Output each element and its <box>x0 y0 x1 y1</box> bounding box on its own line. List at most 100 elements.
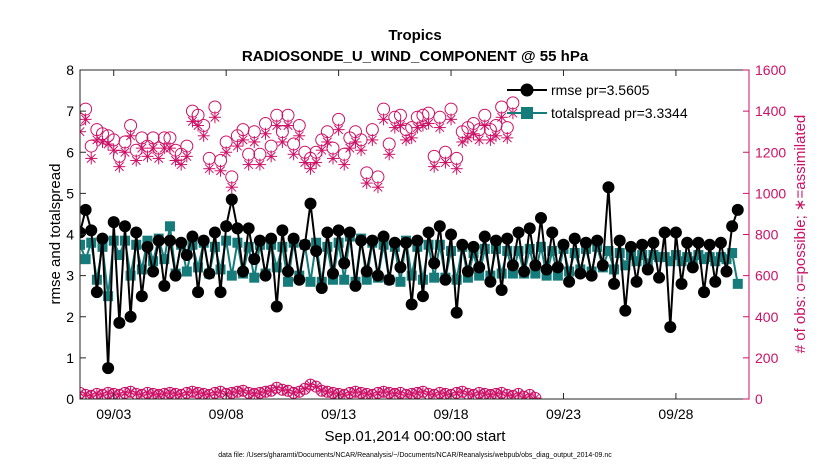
rmse-point <box>681 236 694 249</box>
rmse-point <box>248 253 261 266</box>
rmse-point <box>450 306 463 319</box>
obs-assimilated-point <box>276 135 289 148</box>
obs-assimilated-point <box>118 146 131 159</box>
totalspread-point <box>552 270 563 281</box>
totalspread-point <box>642 258 653 269</box>
obs-assimilated-point <box>197 129 210 142</box>
totalspread-point <box>243 241 254 252</box>
rmse-point <box>220 220 233 233</box>
rmse-point <box>512 226 525 239</box>
totalspread-point <box>479 243 490 254</box>
obs-assimilated-point <box>473 133 486 146</box>
obs-assimilated-low-point <box>473 387 485 399</box>
obs-assimilated-point <box>450 162 463 175</box>
obs-assimilated-low-point <box>119 387 131 399</box>
totalspread-point <box>648 250 659 261</box>
rmse-point <box>192 286 205 299</box>
y-left-tick-label: 5 <box>66 185 74 201</box>
totalspread-point <box>209 241 220 252</box>
y-left-tick-label: 8 <box>66 62 74 78</box>
rmse-point <box>338 257 351 270</box>
rmse-point <box>636 238 649 251</box>
y-right-tick-label: 1400 <box>755 103 786 119</box>
rmse-point <box>197 234 210 247</box>
obs-assimilated-low-point <box>260 386 272 398</box>
obs-assimilated-point <box>310 156 323 169</box>
rmse-point <box>568 232 581 245</box>
rmse-point <box>563 275 576 288</box>
totalspread-point <box>446 245 457 256</box>
obs-assimilated-point <box>141 150 154 163</box>
totalspread-point <box>277 241 288 252</box>
rmse-point <box>124 310 137 323</box>
obs-assimilated-point <box>259 127 272 140</box>
rmse-point <box>175 236 188 249</box>
x-tick-label: 09/03 <box>96 406 131 422</box>
rmse-point <box>332 224 345 237</box>
obs-assimilated-low-point <box>237 385 249 397</box>
obs-assimilated-low-point <box>411 387 423 399</box>
y-right-tick-label: 1200 <box>755 144 786 160</box>
totalspread-point <box>721 254 732 265</box>
totalspread-point <box>417 274 428 285</box>
rmse-point <box>484 275 497 288</box>
obs-assimilated-low-point <box>288 387 300 399</box>
totalspread-point <box>333 237 344 248</box>
y-right-tick-label: 800 <box>755 227 779 243</box>
rmse-point <box>422 226 435 239</box>
totalspread-point <box>468 248 479 259</box>
totalspread-point <box>378 239 389 250</box>
rmse-point <box>113 316 126 329</box>
rmse-point <box>534 212 547 225</box>
totalspread-point <box>322 241 333 252</box>
rmse-point <box>495 284 508 297</box>
y-left-tick-label: 7 <box>66 103 74 119</box>
obs-assimilated-low-point <box>529 392 541 399</box>
obs-assimilated-low-point <box>496 387 508 399</box>
rmse-point <box>473 261 486 274</box>
y-left-tick-label: 1 <box>66 350 74 366</box>
obs-assimilated-point <box>394 119 407 132</box>
obs-assimilated-point <box>416 119 429 132</box>
totalspread-point <box>114 250 125 261</box>
obs-assimilated-low-point <box>372 387 384 399</box>
obs-assimilated-low-point <box>186 386 198 398</box>
totalspread-point <box>462 272 473 283</box>
rmse-point <box>608 277 621 290</box>
obs-assimilated-point <box>405 131 418 144</box>
rmse-point <box>720 265 733 278</box>
obs-assimilated-point <box>490 129 503 142</box>
totalspread-point <box>535 241 546 252</box>
obs-assimilated-point <box>304 162 317 175</box>
obs-assimilated-low-point <box>158 388 170 399</box>
rmse-point <box>388 236 401 249</box>
rmse-point <box>253 234 266 247</box>
obs-assimilated-low-point <box>451 387 463 399</box>
rmse-point <box>270 300 283 313</box>
rmse-point <box>478 230 491 243</box>
rmse-point <box>433 220 446 233</box>
totalspread-point <box>564 266 575 277</box>
y-right-tick-label: 1000 <box>755 185 786 201</box>
y-right-tick-label: 400 <box>755 309 779 325</box>
rmse-point <box>214 286 227 299</box>
obs-assimilated-low-point <box>231 386 243 398</box>
obs-assimilated-point <box>315 144 328 157</box>
obs-assimilated-point <box>85 152 98 165</box>
obs-assimilated-low-point <box>192 387 204 399</box>
totalspread-point <box>103 291 114 302</box>
rmse-point <box>135 290 148 303</box>
rmse-point <box>80 203 92 216</box>
totalspread-point <box>80 239 85 250</box>
rmse-point <box>467 240 480 253</box>
obs-assimilated-point <box>242 158 255 171</box>
rmse-point <box>343 226 356 239</box>
rmse-point <box>203 267 216 280</box>
obs-assimilated-point <box>332 123 345 136</box>
rmse-point <box>405 298 418 311</box>
rmse-point <box>208 226 221 239</box>
totalspread-point <box>395 276 406 287</box>
obs-assimilated-point <box>371 181 384 194</box>
totalspread-point <box>283 276 294 287</box>
legend-totalspread-label: totalspread pr=3.3344 <box>551 105 688 121</box>
